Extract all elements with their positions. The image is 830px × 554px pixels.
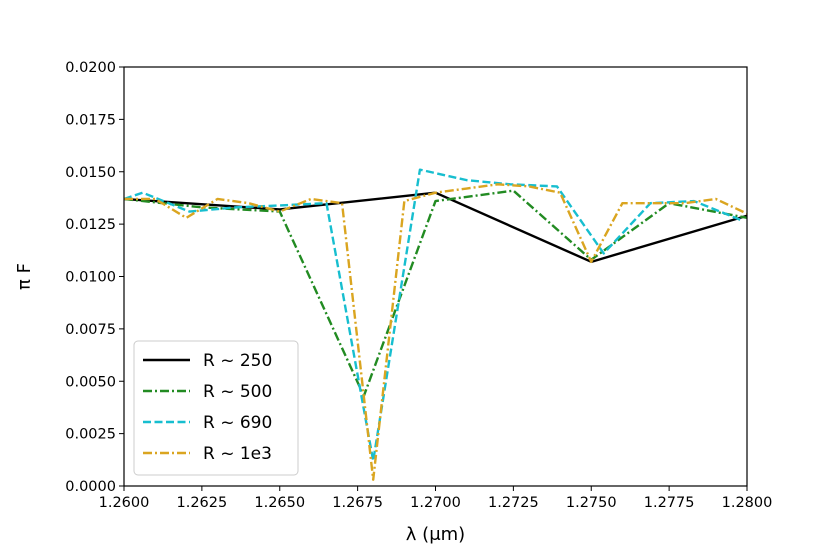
y-tick-label: 0.0075 — [65, 322, 116, 338]
x-tick-label: 1.2650 — [254, 495, 305, 511]
y-tick-label: 0.0050 — [65, 374, 116, 390]
x-axis: 1.2600 1.2625 1.2650 1.2675 1.2700 1.2725 1.27… — [99, 486, 773, 511]
y-axis: 0.0000 0.0025 0.0050 0.0075 0.0100 0.0125 0.01… — [65, 60, 124, 495]
y-tick-label: 0.0100 — [65, 270, 116, 286]
x-tick-label: 1.2750 — [566, 495, 617, 511]
legend: R ~ 250 R ~ 500 R ~ 690 R ~ 1e3 — [133, 340, 299, 476]
y-tick-label: 0.0150 — [65, 165, 116, 181]
legend-label-4: R ~ 1e3 — [203, 444, 272, 464]
y-tick-label: 0.0200 — [65, 60, 116, 76]
x-tick-label: 1.2700 — [410, 495, 461, 511]
x-tick-label: 1.2625 — [177, 495, 228, 511]
x-tick-label: 1.2775 — [644, 495, 695, 511]
y-tick-label: 0.0000 — [65, 479, 116, 495]
legend-label-1: R ~ 250 — [203, 351, 272, 371]
series-layer — [123, 168, 748, 481]
x-tick-label: 1.2675 — [332, 495, 383, 511]
x-tick-label: 1.2800 — [722, 495, 773, 511]
x-tick-label: 1.2600 — [99, 495, 150, 511]
y-tick-label: 0.0125 — [65, 217, 116, 233]
y-axis-label: π F — [14, 263, 35, 290]
y-tick-label: 0.0175 — [65, 112, 116, 128]
x-tick-label: 1.2725 — [488, 495, 539, 511]
legend-label-3: R ~ 690 — [203, 413, 272, 433]
legend-label-2: R ~ 500 — [203, 382, 272, 402]
legend-box — [133, 340, 299, 476]
series-line-3 — [123, 168, 742, 463]
x-axis-label: λ (μm) — [406, 524, 465, 545]
series-line-4 — [124, 183, 748, 481]
y-tick-label: 0.0025 — [65, 427, 116, 443]
